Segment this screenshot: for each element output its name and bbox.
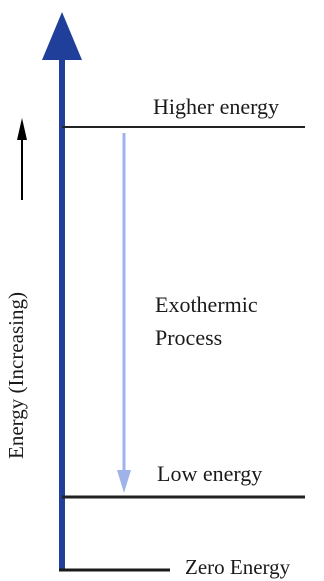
process-line-1: Exothermic [155,292,258,317]
process-line-2: Process [155,325,223,350]
zero-energy-label: Zero Energy [185,555,291,579]
exothermic-process-label: Exothermic Process [155,288,315,354]
low-energy-label: Low energy [157,461,263,486]
process-arrow-head [117,470,131,493]
increasing-arrow-head [17,118,27,140]
energy-axis-arrowhead [42,12,82,60]
energy-axis-label: Energy (Increasing) [4,292,28,459]
higher-energy-label: Higher energy [153,94,280,119]
